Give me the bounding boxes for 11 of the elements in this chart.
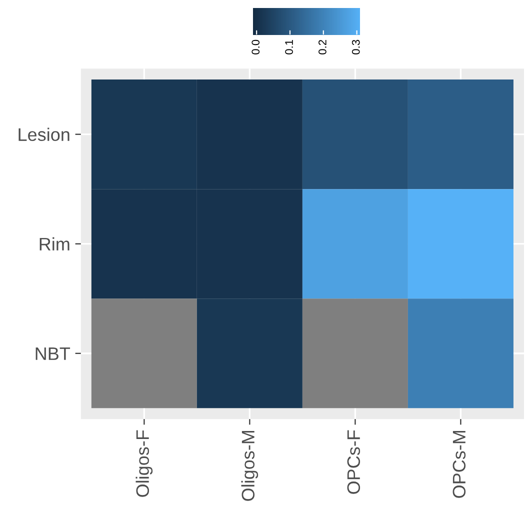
color-bar-label: 0.2 bbox=[318, 40, 326, 54]
y-tick-label: Lesion bbox=[18, 128, 70, 142]
x-tick-label: OPCs-F bbox=[347, 430, 360, 494]
y-tick-label: NBT bbox=[36, 348, 70, 360]
color-bar-label: 0.0 bbox=[252, 40, 260, 54]
x-tick-label: OPCs-M bbox=[452, 431, 466, 498]
color-bar-label: 0.1 bbox=[285, 40, 293, 54]
x-tick-label: Oligos-F bbox=[136, 430, 153, 497]
x-tick-label: Oligos-M bbox=[241, 430, 258, 501]
color-bar-label: 0.3 bbox=[352, 40, 360, 54]
y-tick-label: Rim bbox=[40, 237, 70, 250]
